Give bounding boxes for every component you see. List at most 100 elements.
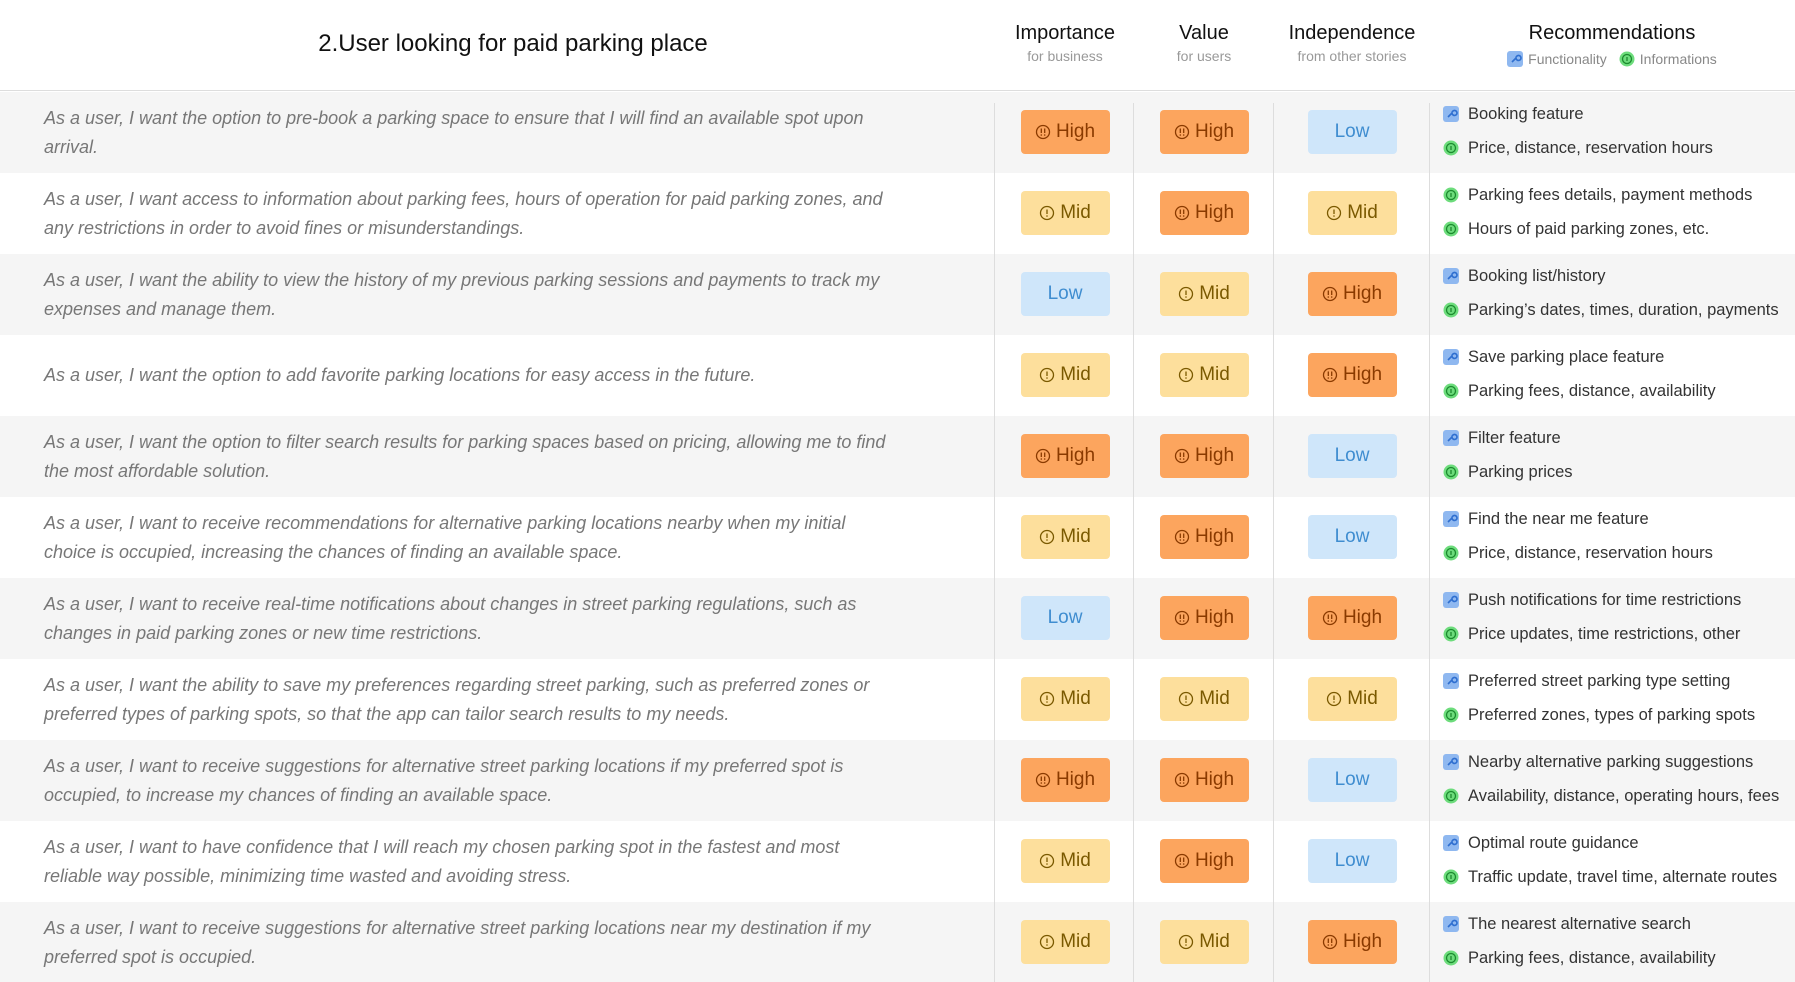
recommendation: Filter feature (1443, 427, 1561, 449)
recommendation: Hours of paid parking zones, etc. (1443, 218, 1709, 240)
recommendation-text: Find the near me feature (1468, 509, 1649, 528)
level-icon (1174, 772, 1190, 788)
information-icon (1443, 383, 1459, 399)
level-label: High (1194, 121, 1235, 142)
recommendation: Save parking place feature (1443, 346, 1664, 368)
recommendation: Parking fees, distance, availability (1443, 380, 1716, 402)
recommendation: Availability, distance, operating hours,… (1443, 785, 1779, 807)
row-background (0, 254, 1795, 335)
column-subtitle: for users (1176, 48, 1232, 64)
information-icon (1443, 545, 1459, 561)
story-text: As a user, I want the option to pre-book… (44, 107, 864, 157)
header-divider (0, 90, 1795, 91)
row-background (0, 416, 1795, 497)
row-background (0, 821, 1795, 902)
recommendation-text: Preferred zones, types of parking spots (1468, 705, 1756, 724)
functionality-icon (1443, 106, 1459, 122)
level-label: High (1342, 607, 1383, 628)
recommendation-text: Parking’s dates, times, duration, paymen… (1468, 300, 1779, 319)
recommendation-text: Price, distance, reservation hours (1468, 138, 1713, 157)
column-header: Importance for business (975, 22, 1155, 64)
level-label: Mid (1060, 526, 1091, 547)
level-label: High (1194, 607, 1235, 628)
level-badge: High (1159, 110, 1249, 154)
level-label: High (1055, 121, 1096, 142)
column-divider (994, 103, 995, 982)
level-icon (1040, 691, 1055, 707)
legend-label: Functionality (1528, 51, 1607, 67)
level-icon (1322, 367, 1338, 383)
recommendation: Push notifications for time restrictions (1443, 589, 1741, 611)
level-badge: High (1159, 191, 1249, 235)
user-story: As a user, I want to receive suggestions… (44, 902, 894, 982)
information-icon (1443, 950, 1459, 966)
user-story: As a user, I want the ability to view th… (44, 254, 894, 335)
level-label: High (1194, 202, 1235, 223)
information-icon (1443, 788, 1459, 804)
recommendation-text: Price updates, time restrictions, other (1468, 624, 1741, 643)
story-text: As a user, I want the option to filter s… (44, 431, 886, 481)
recommendation-text: Traffic update, travel time, alternate r… (1468, 867, 1778, 886)
column-subtitle: from other stories (1297, 48, 1407, 64)
row-background (0, 92, 1795, 173)
recommendation: Booking list/history (1443, 265, 1606, 287)
recommendation: Booking feature (1443, 103, 1584, 125)
user-story: As a user, I want to receive suggestions… (44, 740, 894, 821)
level-label: Mid (1347, 202, 1378, 223)
recommendation-text: Parking fees details, payment methods (1468, 185, 1753, 204)
information-icon (1443, 302, 1459, 318)
column-title: Independence (1288, 22, 1416, 44)
information-icon (1443, 140, 1459, 156)
column-divider (1273, 103, 1274, 982)
level-badge: High (1307, 596, 1397, 640)
information-icon (1443, 707, 1459, 723)
level-badge: Mid (1020, 515, 1110, 559)
level-badge: High (1020, 758, 1110, 802)
recommendation-text: Booking list/history (1468, 266, 1606, 285)
level-badge: High (1020, 110, 1110, 154)
functionality-icon (1443, 916, 1459, 932)
functionality-icon (1443, 835, 1459, 851)
level-badge: Low (1307, 515, 1397, 559)
column-header: Recommendations Functionality Informations (1462, 22, 1762, 67)
row-background (0, 902, 1795, 982)
recommendation-text: Nearby alternative parking suggestions (1468, 752, 1754, 771)
level-icon (1035, 124, 1051, 140)
recommendation: Nearby alternative parking suggestions (1443, 751, 1753, 773)
recommendation-text: Hours of paid parking zones, etc. (1468, 219, 1710, 238)
level-badge: Mid (1020, 920, 1110, 964)
recommendation-text: Filter feature (1468, 428, 1561, 447)
column-divider (1133, 103, 1134, 982)
level-icon (1327, 691, 1342, 707)
recommendation: Parking fees, distance, availability (1443, 947, 1716, 969)
level-badge: High (1159, 515, 1249, 559)
level-badge: Mid (1020, 191, 1110, 235)
user-story: As a user, I want the option to pre-book… (44, 92, 894, 173)
level-label: Mid (1199, 283, 1230, 304)
legend-item: Functionality (1507, 51, 1607, 67)
level-badge: High (1020, 434, 1110, 478)
level-label: High (1342, 931, 1383, 952)
level-label: High (1342, 283, 1383, 304)
level-icon (1174, 448, 1190, 464)
level-icon (1040, 934, 1055, 950)
level-icon (1179, 934, 1194, 950)
column-title: Importance (1014, 22, 1116, 44)
story-text: As a user, I want to receive recommendat… (44, 512, 846, 562)
level-badge: Mid (1307, 677, 1397, 721)
information-icon (1619, 51, 1635, 67)
level-icon (1035, 448, 1051, 464)
level-badge: Low (1020, 596, 1110, 640)
recommendation: Preferred street parking type setting (1443, 670, 1730, 692)
column-subtitle: for business (1027, 48, 1103, 64)
recommendation: Optimal route guidance (1443, 832, 1639, 854)
recommendation: Traffic update, travel time, alternate r… (1443, 866, 1777, 888)
recommendation: Preferred zones, types of parking spots (1443, 704, 1755, 726)
recommendation-text: Parking prices (1468, 462, 1573, 481)
level-badge: Low (1307, 758, 1397, 802)
level-badge: Mid (1020, 839, 1110, 883)
level-icon (1322, 934, 1338, 950)
recommendation-text: Save parking place feature (1468, 347, 1665, 366)
row-background (0, 740, 1795, 821)
recommendation: Parking fees details, payment methods (1443, 184, 1752, 206)
